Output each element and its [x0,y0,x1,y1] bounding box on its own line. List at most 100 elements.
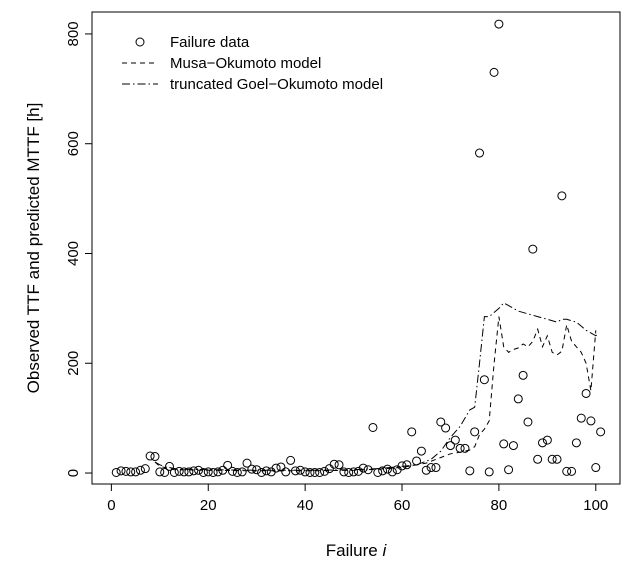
failure-data-point [455,443,465,453]
failure-data-point [232,467,242,477]
failure-data-point [368,422,378,432]
y-tick-label: 400 [65,241,82,266]
failure-data-point [489,67,499,77]
failure-data-point [416,446,426,456]
failure-data-point [111,467,121,477]
failure-data-point [145,451,155,461]
failure-data-point [445,441,455,451]
failure-data-point [542,435,552,445]
failure-data-point [436,417,446,427]
x-axis: 0 20 40 60 80 100 [107,483,608,514]
musa-okumoto-line [154,316,597,472]
failure-data-point [523,417,533,427]
failure-data-point [286,455,296,465]
failure-data-point [596,427,606,437]
failure-data-point [508,441,518,451]
legend-label: Musa−Okumoto model [170,55,321,72]
failure-data-point [353,466,363,476]
failure-data-point [189,466,199,476]
failure-data-point [281,467,291,477]
failure-data-point [552,454,562,464]
failure-data-point [140,464,150,474]
failure-data-point [305,467,315,477]
failure-data-point [358,463,368,473]
failure-data-point [441,423,451,433]
failure-data-point [174,466,184,476]
failure-data-point [198,467,208,477]
y-tick-label: 200 [65,351,82,376]
failure-data-point [402,460,412,470]
legend-label: Failure data [170,34,250,51]
failure-data-point [203,467,213,477]
failure-data-point [571,438,581,448]
failure-data-point [407,427,417,437]
failure-data-point [310,467,320,477]
y-tick-label: 800 [65,21,82,46]
failure-data-point [227,466,237,476]
goel-okumoto-line [154,302,599,471]
x-tick-label: 0 [107,497,115,514]
failure-data-point [562,466,572,476]
failure-data-point [460,443,470,453]
failure-data-point [586,416,596,426]
failure-data-point [344,467,354,477]
failure-data-point [576,413,586,423]
failure-data-point [126,467,136,477]
x-tick-label: 60 [394,497,411,514]
failure-data-point [484,467,494,477]
failure-data-point [499,439,509,449]
failure-data-point [426,463,436,473]
failure-data-point [179,467,189,477]
x-tick-label: 80 [491,497,508,514]
x-axis-title-italic: i [382,541,387,560]
failure-data-point [533,454,543,464]
y-axis-title: Observed TTF and predicted MTTF [h] [24,103,43,394]
failure-data-point [121,466,131,476]
failure-data-point [431,463,441,473]
failure-data-point [315,467,325,477]
legend-label: truncated Goel−Okumoto model [170,76,383,93]
legend: Failure data Musa−Okumoto model truncated … [122,34,383,93]
y-tick-label: 600 [65,131,82,156]
failure-data-point [131,467,141,477]
failure-data-point [528,244,538,254]
failure-data-point [155,467,165,477]
failure-data-point [276,462,286,472]
failure-data-point [378,466,388,476]
failure-data-point [271,463,281,473]
x-tick-label: 20 [200,497,217,514]
failure-data-point [421,465,431,475]
failure-data-point [557,191,567,201]
failure-data-point [494,19,504,29]
failure-data-point [518,370,528,380]
failure-data-point [581,388,591,398]
failure-data-point [334,460,344,470]
failure-data-point [450,435,460,445]
failure-data-point [324,464,334,474]
failure-data-point [504,465,514,475]
failure-data-point [135,465,145,475]
failure-data-point [247,464,257,474]
series-layer [111,19,606,477]
failure-data-point [349,467,359,477]
failure-data-point [150,452,160,462]
failure-data-point [208,467,218,477]
failure-data-point [339,467,349,477]
failure-data-point [470,427,480,437]
failure-data-point [252,465,262,475]
failure-data-point [567,466,577,476]
failure-data-point [591,463,601,473]
failure-data-point [242,458,252,468]
failure-data-point [184,467,194,477]
failure-data-point [320,466,330,476]
y-axis: 0 200 400 600 800 [65,21,93,477]
failure-data-point [373,467,383,477]
failure-data-point [537,438,547,448]
failure-data-point [160,467,170,477]
failure-data-point [329,459,339,469]
failure-data-point [237,467,247,477]
y-tick-label: 0 [65,469,82,477]
failure-data-point [223,460,233,470]
failure-data-point [300,467,310,477]
